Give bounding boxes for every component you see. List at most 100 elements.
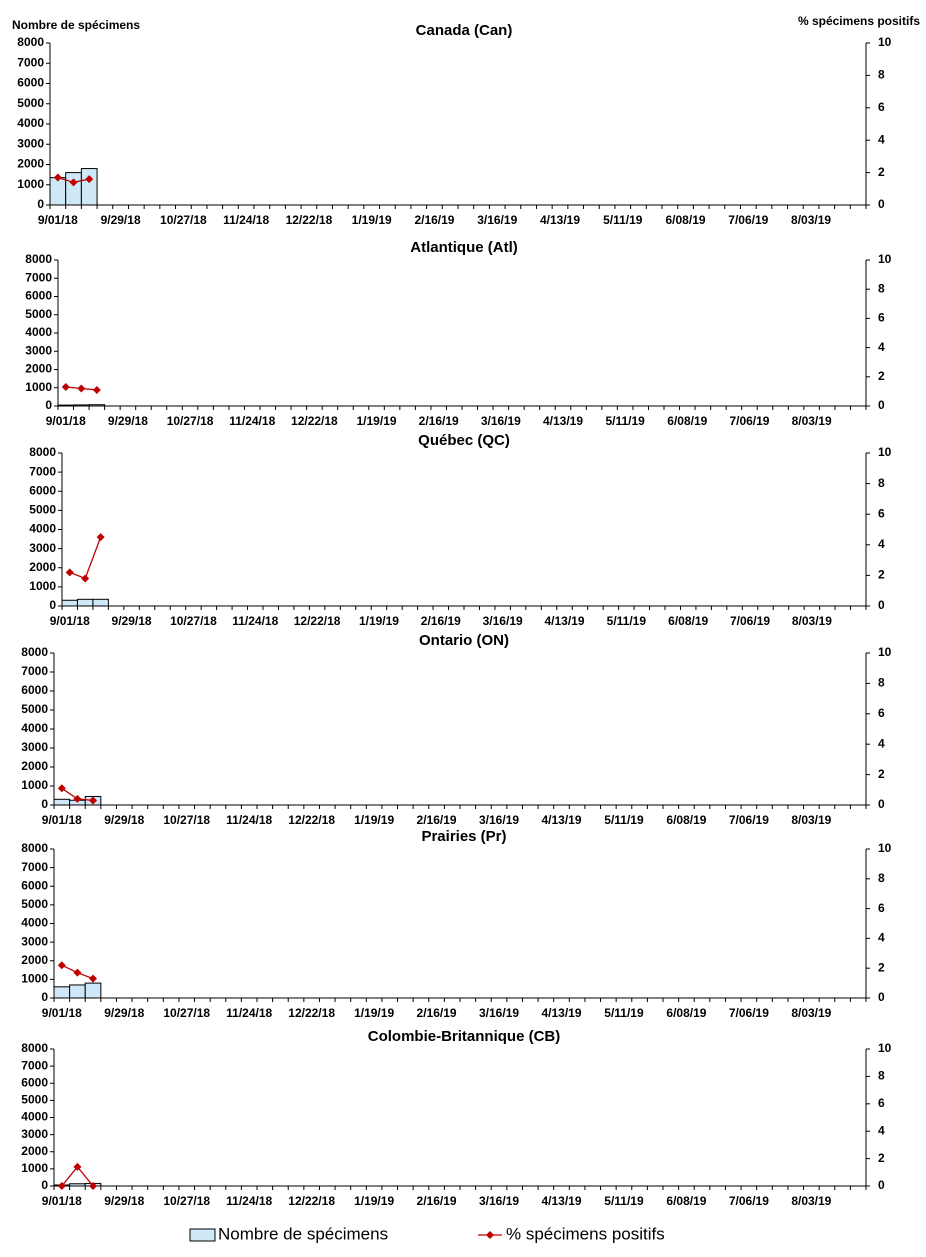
y-tick-label: 7000	[21, 1058, 48, 1072]
x-tick-label: 2/16/19	[417, 1006, 457, 1020]
y2-tick-label: 10	[878, 1041, 892, 1055]
point-marker	[77, 384, 86, 393]
y-tick-label: 4000	[21, 1110, 48, 1124]
y-tick-label: 8000	[25, 252, 52, 266]
y2-tick-label: 8	[878, 871, 885, 885]
y2-tick-label: 8	[878, 1069, 885, 1083]
x-tick-label: 7/06/19	[730, 614, 770, 628]
x-tick-label: 10/27/18	[160, 213, 207, 227]
y-tick-label: 1000	[21, 778, 48, 792]
y-tick-label: 7000	[21, 860, 48, 874]
y-tick-label: 5000	[21, 702, 48, 716]
bar	[61, 599, 78, 607]
bar	[53, 798, 71, 806]
x-tick-label: 1/19/19	[357, 414, 397, 428]
y-tick-label: 1000	[21, 1161, 48, 1175]
y2-tick-label: 2	[878, 1151, 885, 1165]
x-tick-label: 1/19/19	[354, 1194, 394, 1208]
chart-title: Ontario (ON)	[419, 632, 509, 649]
point-marker	[57, 1182, 66, 1190]
y2-tick-label: 4	[878, 132, 885, 146]
chart-title: Prairies (Pr)	[421, 828, 506, 845]
y-tick-label: 1000	[17, 177, 44, 191]
x-tick-label: 1/19/19	[354, 813, 394, 827]
y2-tick-label: 4	[878, 931, 885, 945]
y2-tick-label: 8	[878, 476, 885, 490]
x-tick-label: 12/22/18	[291, 414, 338, 428]
point-marker	[57, 961, 66, 970]
x-tick-label: 6/08/19	[667, 414, 707, 428]
y2-tick-label: 2	[878, 767, 885, 781]
x-tick-label: 1/19/19	[359, 614, 399, 628]
chart-title: Québec (QC)	[418, 432, 510, 449]
x-tick-label: 3/16/19	[481, 414, 521, 428]
legend-swatch	[189, 1228, 216, 1242]
chart-title: Colombie-Britannique (CB)	[368, 1028, 561, 1045]
x-tick-label: 10/27/18	[167, 414, 214, 428]
x-tick-label: 8/03/19	[792, 614, 832, 628]
y-tick-label: 2000	[21, 953, 48, 967]
x-tick-label: 7/06/19	[729, 1194, 769, 1208]
y-tick-label: 3000	[25, 343, 52, 357]
x-tick-label: 12/22/18	[288, 1194, 335, 1208]
x-tick-label: 9/01/18	[42, 1006, 82, 1020]
bar	[80, 168, 98, 206]
y-tick-label: 2000	[25, 362, 52, 376]
y2-tick-label: 0	[878, 797, 885, 811]
x-tick-label: 11/24/18	[226, 1194, 272, 1208]
point-marker	[61, 383, 70, 392]
x-tick-label: 5/11/19	[603, 213, 643, 227]
y-tick-label: 0	[41, 797, 48, 811]
y-tick-label: 2000	[17, 157, 44, 171]
point-marker	[81, 574, 90, 583]
point-marker	[85, 175, 94, 184]
point-marker	[69, 178, 78, 187]
y-tick-label: 4000	[21, 721, 48, 735]
y2-tick-label: 2	[878, 165, 885, 179]
x-tick-label: 4/13/19	[541, 813, 581, 827]
point-marker	[73, 1162, 82, 1171]
y-tick-label: 5000	[21, 897, 48, 911]
x-tick-label: 2/16/19	[414, 213, 454, 227]
y-tick-label: 5000	[25, 307, 52, 321]
x-tick-label: 9/01/18	[42, 1194, 82, 1208]
y2-tick-label: 6	[878, 100, 885, 114]
y2-tick-label: 10	[878, 841, 892, 855]
point-marker	[96, 533, 105, 542]
x-tick-label: 8/03/19	[791, 813, 831, 827]
y-tick-label: 5000	[29, 503, 56, 517]
bar	[53, 986, 71, 999]
x-tick-label: 2/16/19	[419, 414, 459, 428]
y2-tick-label: 0	[878, 1178, 885, 1192]
y2-tick-label: 6	[878, 1096, 885, 1110]
y2-tick-label: 8	[878, 281, 885, 295]
y-tick-label: 8000	[17, 35, 44, 49]
x-tick-label: 5/11/19	[605, 414, 645, 428]
y-tick-label: 4000	[25, 325, 52, 339]
x-tick-label: 9/29/18	[112, 614, 152, 628]
y-tick-label: 6000	[21, 878, 48, 892]
x-tick-label: 9/29/18	[101, 213, 141, 227]
x-tick-label: 8/03/19	[792, 414, 832, 428]
bar	[92, 598, 109, 607]
x-tick-label: 4/13/19	[544, 614, 584, 628]
x-tick-label: 9/29/18	[104, 1194, 144, 1208]
x-tick-label: 6/08/19	[668, 614, 708, 628]
y-tick-label: 0	[49, 598, 56, 612]
x-tick-label: 4/13/19	[543, 414, 583, 428]
y2-tick-label: 8	[878, 68, 885, 82]
y-tick-label: 4000	[29, 522, 56, 536]
y-tick-label: 5000	[21, 1093, 48, 1107]
x-tick-label: 1/19/19	[352, 213, 392, 227]
x-tick-label: 11/24/18	[223, 213, 269, 227]
chart-title: Atlantique (Atl)	[410, 239, 517, 256]
x-tick-label: 9/29/18	[108, 414, 148, 428]
y2-tick-label: 2	[878, 568, 885, 582]
x-tick-label: 10/27/18	[163, 1194, 210, 1208]
y2-axis-label: % spécimens positifs	[798, 14, 920, 28]
x-tick-label: 4/13/19	[541, 1194, 581, 1208]
y-tick-label: 0	[41, 1178, 48, 1192]
legend-label: % spécimens positifs	[506, 1224, 665, 1243]
y2-tick-label: 6	[878, 706, 885, 720]
